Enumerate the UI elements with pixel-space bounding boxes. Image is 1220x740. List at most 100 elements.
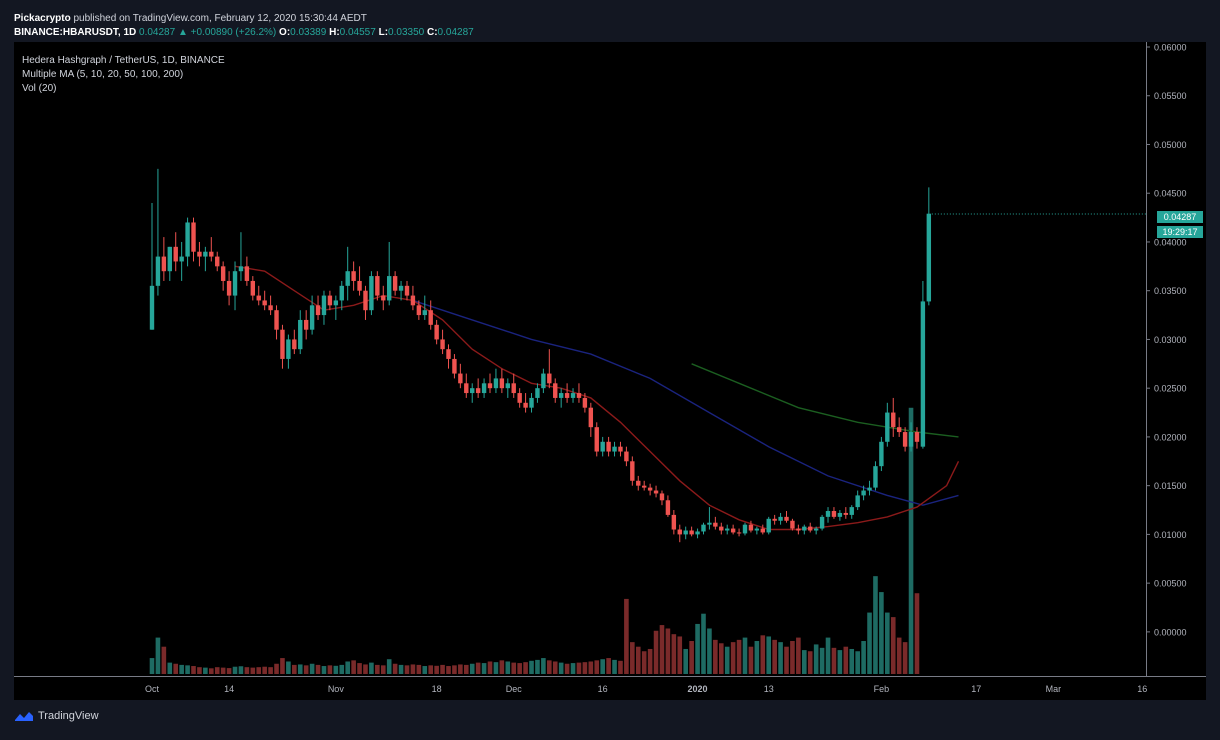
volume-bar-49	[440, 665, 445, 674]
candle-body-119	[855, 495, 859, 507]
volume-bar-70	[565, 664, 570, 674]
candle-body-125	[891, 413, 895, 428]
candle-body-102	[755, 529, 759, 531]
x-tick-label-11: 16	[1137, 684, 1147, 694]
candle-body-21	[274, 310, 278, 329]
candle-body-91	[689, 531, 693, 535]
volume-bar-119	[855, 651, 860, 674]
candle-body-106	[778, 517, 782, 521]
volume-bar-10	[209, 668, 214, 674]
volume-bar-29	[322, 666, 327, 674]
candle-body-38	[375, 276, 379, 295]
candle-body-80	[624, 452, 628, 462]
candle-body-3	[168, 247, 172, 271]
legend-ma[interactable]: Multiple MA (5, 10, 20, 50, 100, 200)	[22, 68, 225, 82]
candle-body-8	[197, 252, 201, 257]
x-tick-label-8: Feb	[874, 684, 890, 694]
volume-bar-96	[719, 643, 724, 674]
volume-bar-6	[185, 665, 190, 674]
candle-body-126	[897, 427, 901, 432]
volume-bar-76	[600, 659, 605, 674]
volume-bar-13	[227, 668, 232, 674]
candle-body-71	[571, 393, 575, 398]
volume-bar-39	[381, 665, 386, 674]
volume-bar-31	[334, 666, 339, 674]
last-price: 0.04287	[139, 27, 175, 38]
ohlc-line: BINANCE:HBARUSDT, 1D 0.04287 ▲ +0.00890 …	[14, 26, 1206, 40]
volume-bar-98	[731, 642, 736, 674]
volume-bar-58	[494, 662, 499, 674]
close-label: C:	[427, 27, 438, 38]
candle-body-27	[310, 305, 314, 329]
volume-bar-116	[838, 650, 843, 674]
volume-bar-54	[470, 664, 475, 674]
volume-bar-79	[618, 661, 623, 674]
volume-bar-4	[173, 664, 178, 674]
volume-bar-30	[328, 665, 333, 674]
chart-area[interactable]: 0.06000 0.05500 0.05000 0.04500 0.04000 0.035…	[14, 42, 1206, 700]
volume-bar-59	[500, 660, 505, 674]
candle-body-60	[506, 383, 510, 388]
volume-bar-22	[280, 658, 285, 674]
candle-body-103	[761, 529, 765, 533]
volume-bar-86	[660, 625, 665, 674]
volume-bar-90	[683, 649, 688, 674]
candle-body-5	[179, 257, 183, 262]
volume-bar-8	[197, 667, 202, 674]
candle-body-20	[268, 305, 272, 310]
candle-body-31	[334, 300, 338, 305]
x-tick-label-0: Oct	[145, 684, 160, 694]
candle-body-26	[304, 320, 308, 330]
volume-bar-21	[274, 664, 279, 674]
candle-body-74	[589, 408, 593, 427]
volume-bar-66	[541, 658, 546, 674]
volume-bar-24	[292, 665, 297, 674]
publish-line: Pickacrypto published on TradingView.com…	[14, 12, 1206, 26]
candle-body-88	[672, 515, 676, 530]
candle-body-29	[322, 296, 326, 315]
volume-bar-67	[547, 660, 552, 674]
chart-legend: Hedera Hashgraph / TetherUS, 1D, BINANCE…	[22, 54, 225, 96]
candlestick-chart[interactable]: 0.06000 0.05500 0.05000 0.04500 0.04000 0.035…	[14, 42, 1206, 700]
y-tick-label-2: 0.05000	[1154, 140, 1187, 150]
candle-body-112	[814, 529, 818, 531]
tradingview-logo-icon[interactable]	[14, 710, 34, 722]
volume-bar-73	[583, 662, 588, 674]
candle-body-87	[666, 500, 670, 515]
volume-bar-68	[553, 661, 558, 674]
candle-body-14	[233, 271, 237, 295]
candle-body-54	[470, 388, 474, 393]
candle-body-115	[832, 511, 836, 517]
candle-body-15	[239, 266, 243, 271]
volume-bar-91	[689, 641, 694, 674]
volume-bar-104	[766, 636, 771, 674]
volume-bar-43	[405, 665, 410, 674]
candle-body-98	[731, 529, 735, 533]
tradingview-brand[interactable]: TradingView	[38, 710, 99, 722]
open-value: 0.03389	[290, 27, 326, 38]
candle-body-92	[695, 531, 699, 534]
legend-vol[interactable]: Vol (20)	[22, 82, 225, 96]
price-change: +0.00890 (+26.2%)	[191, 27, 277, 38]
candle-body-69	[559, 393, 563, 398]
legend-title[interactable]: Hedera Hashgraph / TetherUS, 1D, BINANCE	[22, 54, 225, 68]
volume-bar-129	[915, 593, 920, 674]
volume-bar-115	[832, 648, 837, 674]
low-label: L:	[379, 27, 388, 38]
volume-bar-109	[796, 638, 801, 674]
candle-body-124	[885, 413, 889, 442]
volume-bar-41	[393, 664, 398, 674]
candle-body-46	[423, 310, 427, 315]
candle-body-55	[476, 388, 480, 393]
candle-body-85	[654, 491, 658, 494]
publisher-name[interactable]: Pickacrypto	[14, 13, 71, 24]
volume-bar-121	[867, 613, 872, 674]
volume-bar-106	[778, 642, 783, 674]
volume-bar-20	[268, 667, 273, 674]
volume-bar-78	[612, 660, 617, 674]
candle-body-120	[861, 491, 865, 496]
volume-bar-126	[897, 638, 902, 674]
x-tick-label-10: Mar	[1046, 684, 1062, 694]
volume-bar-3	[167, 663, 172, 674]
candle-body-39	[381, 296, 385, 301]
